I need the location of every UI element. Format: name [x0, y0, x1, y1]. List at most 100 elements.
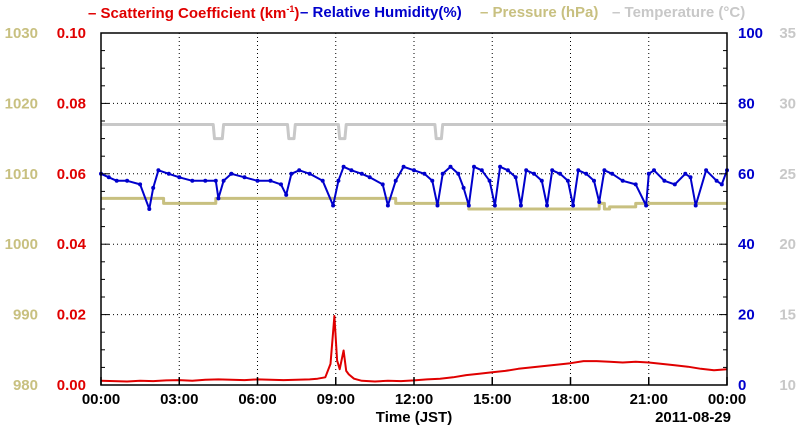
- humidity-point: [430, 178, 435, 183]
- humidity-point: [498, 164, 503, 169]
- legend-scattering-sup: -1: [286, 4, 295, 14]
- humidity-point: [213, 178, 218, 183]
- pressure-tick-label: 1000: [5, 236, 38, 253]
- legend-temperature-label: Temperature (°C): [624, 4, 746, 21]
- humidity-point: [359, 171, 364, 176]
- humidity-point: [166, 171, 171, 176]
- humidity-point: [216, 196, 221, 201]
- humidity-point: [448, 164, 453, 169]
- humidity-point: [646, 171, 651, 176]
- tick-layer: 00:00 03:00 06:00 09:00 12:00 15:00 18:00 21:00…: [5, 25, 796, 408]
- temperature-tick-label: 15: [779, 307, 796, 324]
- legend-pressure-label: Pressure (hPa): [492, 4, 599, 21]
- humidity-point: [331, 203, 336, 208]
- humidity-point: [576, 168, 581, 173]
- humidity-point: [435, 203, 440, 208]
- humidity-point: [147, 207, 152, 211]
- pressure-tick-label: 980: [13, 377, 38, 394]
- humidity-point: [532, 171, 536, 176]
- humidity-point: [492, 203, 497, 208]
- humidity-point: [524, 168, 529, 173]
- humidity-point: [518, 203, 523, 208]
- humidity-point: [156, 168, 161, 173]
- temperature-tick-label: 20: [779, 236, 796, 253]
- humidity-point: [704, 168, 709, 173]
- humidity-point: [401, 164, 406, 169]
- humidity-point: [242, 175, 247, 180]
- humidity-point: [505, 168, 510, 173]
- humidity-point: [289, 171, 294, 176]
- humidity-point: [177, 175, 182, 180]
- humidity-tick-label: 20: [738, 307, 755, 324]
- humidity-point: [393, 178, 398, 183]
- x-axis-label: Time (JST): [376, 409, 452, 426]
- humidity-tick-label: 40: [738, 236, 755, 253]
- humidity-point: [106, 175, 111, 180]
- humidity-point: [652, 168, 656, 173]
- x-tick-label: 00:00: [82, 391, 120, 408]
- humidity-point: [297, 168, 302, 173]
- humidity-point: [203, 178, 208, 183]
- x-tick-label: 06:00: [238, 391, 276, 408]
- legend-humidity: – Relative Humidity(%): [300, 4, 462, 21]
- humidity-point: [125, 178, 130, 183]
- humidity-point: [545, 203, 549, 208]
- humidity-point: [114, 178, 119, 183]
- humidity-point: [620, 178, 625, 183]
- scattering-tick-label: 0.10: [57, 25, 86, 42]
- temperature-tick-label: 35: [779, 25, 796, 42]
- scattering-tick-label: 0.04: [57, 236, 87, 253]
- humidity-point: [461, 185, 466, 190]
- humidity-point: [190, 178, 195, 183]
- scattering-tick-label: 0.00: [57, 377, 86, 394]
- scattering-tick-label: 0.08: [57, 95, 86, 112]
- humidity-tick-label: 80: [738, 95, 755, 112]
- humidity-point: [422, 171, 427, 176]
- pressure-tick-label: 1030: [5, 25, 38, 42]
- humidity-point: [284, 192, 289, 197]
- series-line-temperature: [101, 123, 727, 141]
- humidity-point: [349, 168, 354, 173]
- humidity-tick-label: 0: [738, 377, 746, 394]
- humidity-point: [412, 168, 416, 173]
- legend-pressure: – Pressure (hPa): [480, 4, 599, 21]
- pressure-tick-label: 1010: [5, 166, 38, 183]
- humidity-point: [513, 175, 518, 180]
- humidity-point: [539, 178, 544, 183]
- series-line-scattering: [100, 315, 728, 383]
- humidity-point: [693, 203, 698, 208]
- x-tick-label: 15:00: [473, 391, 511, 408]
- grid: [101, 33, 727, 385]
- humidity-point: [487, 178, 492, 183]
- humidity-point: [221, 178, 226, 183]
- humidity-point: [644, 203, 649, 208]
- humidity-point: [688, 175, 693, 180]
- temperature-tick-label: 25: [779, 166, 796, 183]
- humidity-point: [472, 164, 476, 169]
- humidity-point: [662, 178, 667, 183]
- humidity-point: [229, 171, 234, 176]
- humidity-point: [565, 178, 570, 183]
- series-line-pressure: [101, 196, 727, 211]
- temperature-tick-label: 10: [779, 377, 796, 394]
- humidity-point: [592, 178, 596, 183]
- humidity-point: [602, 168, 607, 173]
- humidity-point: [385, 203, 390, 208]
- humidity-point: [380, 182, 385, 187]
- x-tick-label: 21:00: [630, 391, 668, 408]
- humidity-point: [268, 178, 273, 183]
- humidity-point: [571, 203, 576, 208]
- humidity-point: [584, 171, 589, 176]
- humidity-point: [633, 182, 638, 187]
- humidity-point: [341, 164, 346, 169]
- humidity-point: [320, 178, 325, 183]
- humidity-point: [367, 175, 372, 180]
- legend-scattering-tail: ): [294, 5, 300, 22]
- humidity-point: [672, 182, 677, 187]
- humidity-point: [550, 168, 555, 173]
- scattering-tick-label: 0.06: [57, 166, 86, 183]
- x-tick-label: 03:00: [160, 391, 198, 408]
- legend-scattering: – Scattering Coefficient (km-1): [88, 4, 300, 22]
- humidity-point: [610, 171, 615, 176]
